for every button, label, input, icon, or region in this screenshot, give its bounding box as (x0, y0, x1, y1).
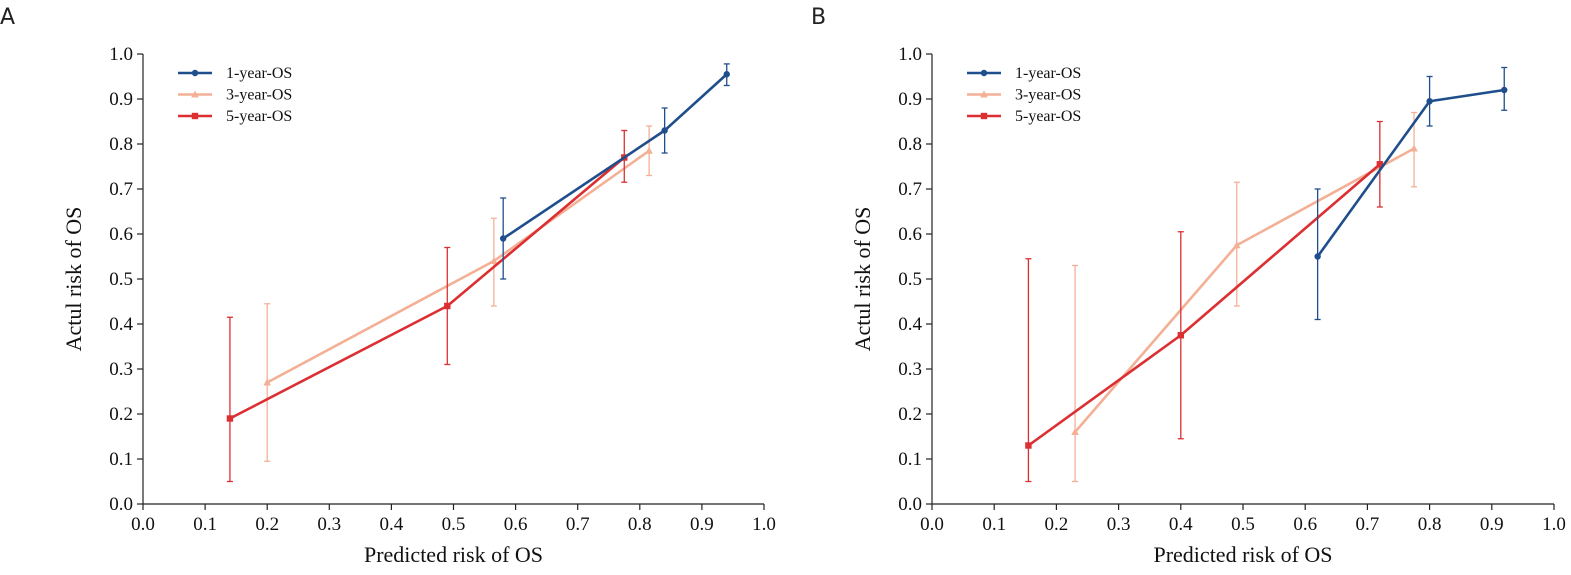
chart-a-1-year-os-point (661, 127, 668, 134)
chart-b-legend-3-year-os-label: 3-year-OS (1015, 87, 1081, 104)
chart-a-x-tick-label: 1.0 (752, 514, 776, 535)
chart-b-5-year-os-point (1376, 161, 1384, 168)
chart-b-y-tick-label: 1.0 (898, 44, 922, 65)
chart-b-x-tick-label: 0.9 (1480, 514, 1504, 535)
chart-a-legend-1-year-os-marker (191, 69, 199, 77)
chart-a-x-tick-label: 0.0 (131, 514, 155, 535)
chart-b-y-tick-label: 0.5 (898, 269, 922, 290)
chart-b-y-tick-label: 0.3 (898, 359, 922, 380)
chart-b-legend-1-year-os-label: 1-year-OS (1015, 65, 1081, 82)
chart-a-y-tick-label: 1.0 (109, 44, 133, 65)
chart-a-y-tick-label: 0.6 (109, 224, 133, 245)
chart-b-1-year-os-point (1426, 98, 1433, 105)
chart-b-y-tick-label: 0.6 (898, 224, 922, 245)
chart-b-legend-5-year-os-label: 5-year-OS (1015, 108, 1081, 125)
chart-a-panel-label: A (0, 5, 15, 30)
chart-a-x-tick-label: 0.2 (255, 514, 279, 535)
chart-a-x-tick-label: 0.9 (690, 514, 714, 535)
chart-b-legend-5-year-os-marker (980, 112, 988, 120)
chart-b-x-tick-label: 0.1 (982, 514, 1006, 535)
chart-a-y-tick-label: 0.7 (109, 179, 133, 200)
chart-b-x-tick-label: 0.0 (920, 514, 944, 535)
chart-a-3-year-os-point (263, 378, 271, 386)
chart-b-y-tick-label: 0.1 (898, 449, 922, 470)
chart-b-3-year-os-point (1232, 241, 1241, 249)
chart-b-x-tick-label: 0.3 (1107, 514, 1131, 535)
chart-a-x-tick-label: 0.3 (317, 514, 341, 535)
chart-a-legend-1-year-os-label: 1-year-OS (226, 65, 292, 82)
chart-b-3-year-os-line (1074, 147, 1415, 433)
chart-b-x-tick-label: 0.7 (1356, 514, 1380, 535)
chart-b-x-tick-label: 1.0 (1542, 514, 1566, 535)
chart-b-y-tick-label: 0.8 (898, 134, 922, 155)
chart-a-5-year-os-point (444, 302, 451, 310)
chart-b-1-year-os-point (1314, 253, 1321, 260)
chart-a-5-year-os-point (226, 415, 234, 422)
chart-b-x-tick-label: 0.6 (1293, 514, 1317, 535)
calibration-chart-a: A 0.0 0.1 0.2 0.3 0.4 0.5 0.6 0.7 0.8 0.9 1.0 0.0 0.1… (0, 5, 776, 567)
chart-b-legend-3-year-os-marker (980, 90, 988, 98)
chart-b-y-tick-label: 0.7 (898, 179, 922, 200)
chart-b-legend-1-year-os-marker (980, 69, 988, 77)
chart-a-legend-5-year-os-marker (191, 112, 199, 120)
chart-a-3-year-os-point (490, 257, 498, 264)
chart-a-y-tick-label: 0.9 (109, 89, 133, 110)
chart-b-5-year-os-line (1027, 163, 1381, 447)
chart-b-5-year-os-point (1025, 442, 1032, 449)
chart-b-x-tick-label: 0.8 (1418, 514, 1442, 535)
chart-a-x-tick-label: 0.1 (193, 514, 217, 535)
chart-a-y-tick-label: 0.5 (109, 269, 133, 290)
chart-a-3-year-os-point (645, 146, 653, 154)
chart-b-y-tick-label: 0.4 (898, 314, 922, 335)
chart-a-y-tick-label: 0.0 (109, 494, 133, 515)
chart-a-x-tick-label: 0.5 (442, 514, 466, 535)
chart-a-x-tick-label: 0.4 (380, 514, 404, 535)
chart-a-y-tick-label: 0.1 (109, 449, 133, 470)
chart-b-panel-label: B (811, 5, 826, 30)
chart-b-3-year-os-point (1071, 428, 1079, 435)
chart-b-y-tick-label: 0.0 (898, 494, 922, 515)
chart-b-x-axis-title: Predicted risk of OS (1153, 542, 1332, 567)
chart-b-3-year-os-point (1410, 144, 1418, 152)
chart-b-y-tick-label: 0.9 (898, 89, 922, 110)
chart-a-y-axis-title: Actul risk of OS (61, 207, 86, 352)
chart-b-y-tick-label: 0.2 (898, 404, 922, 425)
chart-b-x-tick-label: 0.5 (1231, 514, 1255, 535)
chart-a-x-axis-title: Predicted risk of OS (364, 542, 543, 567)
chart-a-x-tick-label: 0.7 (566, 514, 590, 535)
chart-a-legend-3-year-os-label: 3-year-OS (226, 87, 292, 104)
chart-a-legend-5-year-os-label: 5-year-OS (226, 108, 292, 125)
chart-b-1-year-os-line (1316, 88, 1505, 258)
chart-b-5-year-os-point (1177, 332, 1184, 339)
chart-a-x-tick-label: 0.8 (628, 514, 652, 535)
chart-a-y-tick-label: 0.3 (109, 359, 133, 380)
chart-b-x-tick-label: 0.2 (1045, 514, 1069, 535)
chart-a-x-tick-label: 0.6 (504, 514, 528, 535)
chart-a-1-year-os-point (499, 235, 507, 242)
chart-a-1-year-os-point (723, 71, 730, 78)
chart-a-1-year-os-line (502, 73, 728, 240)
chart-a-y-tick-label: 0.8 (109, 134, 133, 155)
chart-a-legend-3-year-os-marker (191, 90, 199, 98)
chart-a-y-tick-label: 0.2 (109, 404, 133, 425)
chart-b-y-axis-title: Actul risk of OS (850, 207, 875, 352)
calibration-chart-b: B 0.0 0.1 0.2 0.3 0.4 0.5 0.6 0.7 0.8 0.9 1.0 0.0 0.1… (811, 5, 1566, 567)
chart-b-x-tick-label: 0.4 (1169, 514, 1193, 535)
chart-a-y-tick-label: 0.4 (109, 314, 133, 335)
chart-b-1-year-os-point (1501, 86, 1508, 94)
